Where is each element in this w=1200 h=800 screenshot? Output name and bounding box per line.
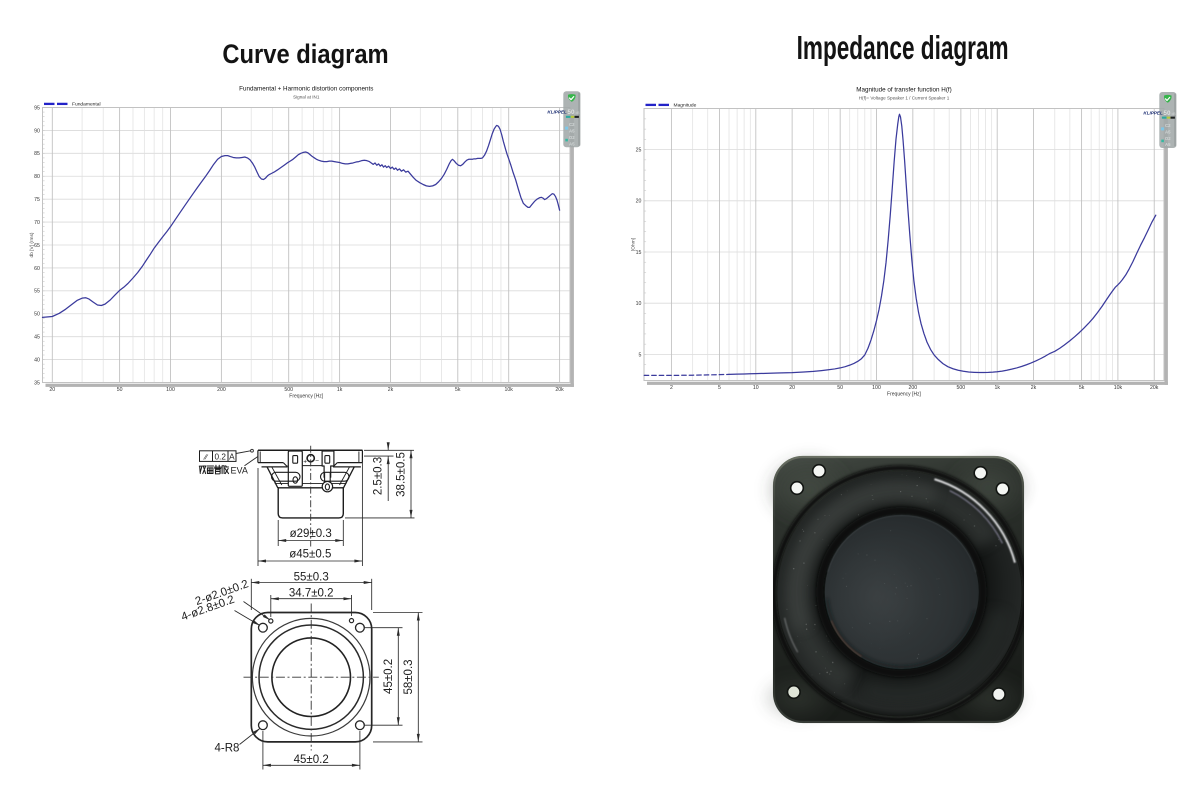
svg-text:20k: 20k	[555, 387, 564, 393]
svg-text:50: 50	[34, 312, 40, 318]
svg-text:50: 50	[837, 385, 843, 391]
svg-text:∕∕: ∕∕	[203, 452, 209, 461]
svg-text:200: 200	[909, 385, 918, 391]
svg-text:2k: 2k	[388, 387, 394, 393]
svg-text:1k: 1k	[994, 385, 1000, 391]
svg-text:dB: dB	[576, 111, 580, 115]
svg-text:45±0.2: 45±0.2	[294, 754, 329, 766]
svg-text:1k: 1k	[337, 387, 343, 393]
svg-text:−: −	[315, 458, 319, 465]
svg-text:50: 50	[568, 109, 575, 116]
svg-text:35: 35	[34, 380, 40, 386]
svg-text:58±0.3: 58±0.3	[403, 659, 415, 694]
svg-text:500: 500	[284, 387, 293, 393]
svg-text:55±0.3: 55±0.3	[294, 571, 329, 583]
svg-text:db [V] (rms): db [V] (rms)	[29, 232, 35, 257]
svg-text:Curve diagram: Curve diagram	[222, 40, 388, 70]
svg-text:100: 100	[872, 385, 881, 391]
svg-text:KLIPPEL: KLIPPEL	[547, 110, 567, 115]
svg-text:5: 5	[639, 352, 642, 358]
svg-text:5k: 5k	[1079, 385, 1085, 391]
svg-text:10: 10	[636, 301, 642, 307]
svg-text:ø29±0.3: ø29±0.3	[290, 528, 332, 540]
svg-text:50: 50	[1164, 110, 1171, 117]
svg-text:10k: 10k	[1114, 385, 1123, 391]
svg-text:20k: 20k	[1150, 385, 1159, 391]
svg-text:0.2: 0.2	[215, 452, 227, 461]
svg-text:45±0.2: 45±0.2	[383, 659, 395, 694]
svg-text:Magnitude: Magnitude	[674, 103, 697, 109]
svg-text:2k: 2k	[1031, 385, 1037, 391]
svg-text:2.5±0.3: 2.5±0.3	[373, 457, 385, 495]
svg-text:34.7±0.2: 34.7±0.2	[289, 588, 334, 600]
svg-text:10: 10	[753, 385, 759, 391]
svg-text:A5: A5	[1165, 142, 1171, 147]
svg-text:Fundamental + Harmonic distort: Fundamental + Harmonic distortion compon…	[239, 86, 373, 93]
svg-text:4-R8: 4-R8	[215, 743, 240, 755]
svg-text:5: 5	[718, 385, 721, 391]
svg-text:A5: A5	[569, 129, 575, 134]
svg-text:C2: C2	[569, 122, 575, 127]
svg-text:ø45±0.5: ø45±0.5	[289, 549, 331, 561]
svg-text:55: 55	[34, 289, 40, 295]
svg-text:75: 75	[34, 197, 40, 203]
svg-text:+: +	[303, 458, 307, 465]
svg-text:Magnitude of transfer function: Magnitude of transfer function H(f)	[856, 87, 952, 94]
svg-text:90: 90	[34, 128, 40, 134]
svg-text:70: 70	[34, 220, 40, 226]
svg-text:45: 45	[34, 335, 40, 341]
svg-text:O2: O2	[569, 135, 575, 140]
svg-text:80: 80	[34, 174, 40, 180]
svg-text:40: 40	[34, 357, 40, 363]
svg-text:85: 85	[34, 151, 40, 157]
svg-text:Fundamental: Fundamental	[72, 102, 101, 108]
svg-text:95: 95	[34, 105, 40, 111]
svg-text:KLIPPEL: KLIPPEL	[1143, 110, 1163, 115]
svg-text:Signal at IN1: Signal at IN1	[293, 95, 320, 100]
svg-text:20: 20	[49, 387, 55, 393]
svg-text:A: A	[229, 452, 235, 461]
svg-text:Frequency [Hz]: Frequency [Hz]	[289, 394, 324, 400]
svg-text:65: 65	[34, 243, 40, 249]
svg-text:C2: C2	[1165, 123, 1171, 128]
svg-text:Frequency [Hz]: Frequency [Hz]	[887, 392, 922, 398]
svg-text:25: 25	[636, 148, 642, 154]
svg-text:A5: A5	[569, 141, 575, 146]
svg-text:200: 200	[217, 387, 226, 393]
svg-text:EVA: EVA	[231, 466, 248, 476]
svg-text:H(f)= Voltage Speaker 1 / Curr: H(f)= Voltage Speaker 1 / Current Speake…	[859, 96, 950, 101]
svg-text:50: 50	[117, 387, 123, 393]
svg-text:20: 20	[636, 199, 642, 205]
svg-text:20: 20	[789, 385, 795, 391]
svg-text:dB: dB	[1172, 112, 1176, 116]
svg-text:60: 60	[34, 266, 40, 272]
svg-text:O2: O2	[1165, 136, 1171, 141]
svg-text:Impedance diagram: Impedance diagram	[797, 29, 1009, 66]
svg-text:A5: A5	[1165, 129, 1171, 134]
svg-text:100: 100	[166, 387, 175, 393]
svg-text:10k: 10k	[505, 387, 514, 393]
svg-text:2: 2	[670, 385, 673, 391]
svg-text:5k: 5k	[455, 387, 461, 393]
svg-text:[Ohm]: [Ohm]	[631, 238, 637, 251]
svg-text:38.5±0.5: 38.5±0.5	[395, 452, 407, 497]
svg-text:15: 15	[636, 250, 642, 256]
svg-text:500: 500	[957, 385, 966, 391]
